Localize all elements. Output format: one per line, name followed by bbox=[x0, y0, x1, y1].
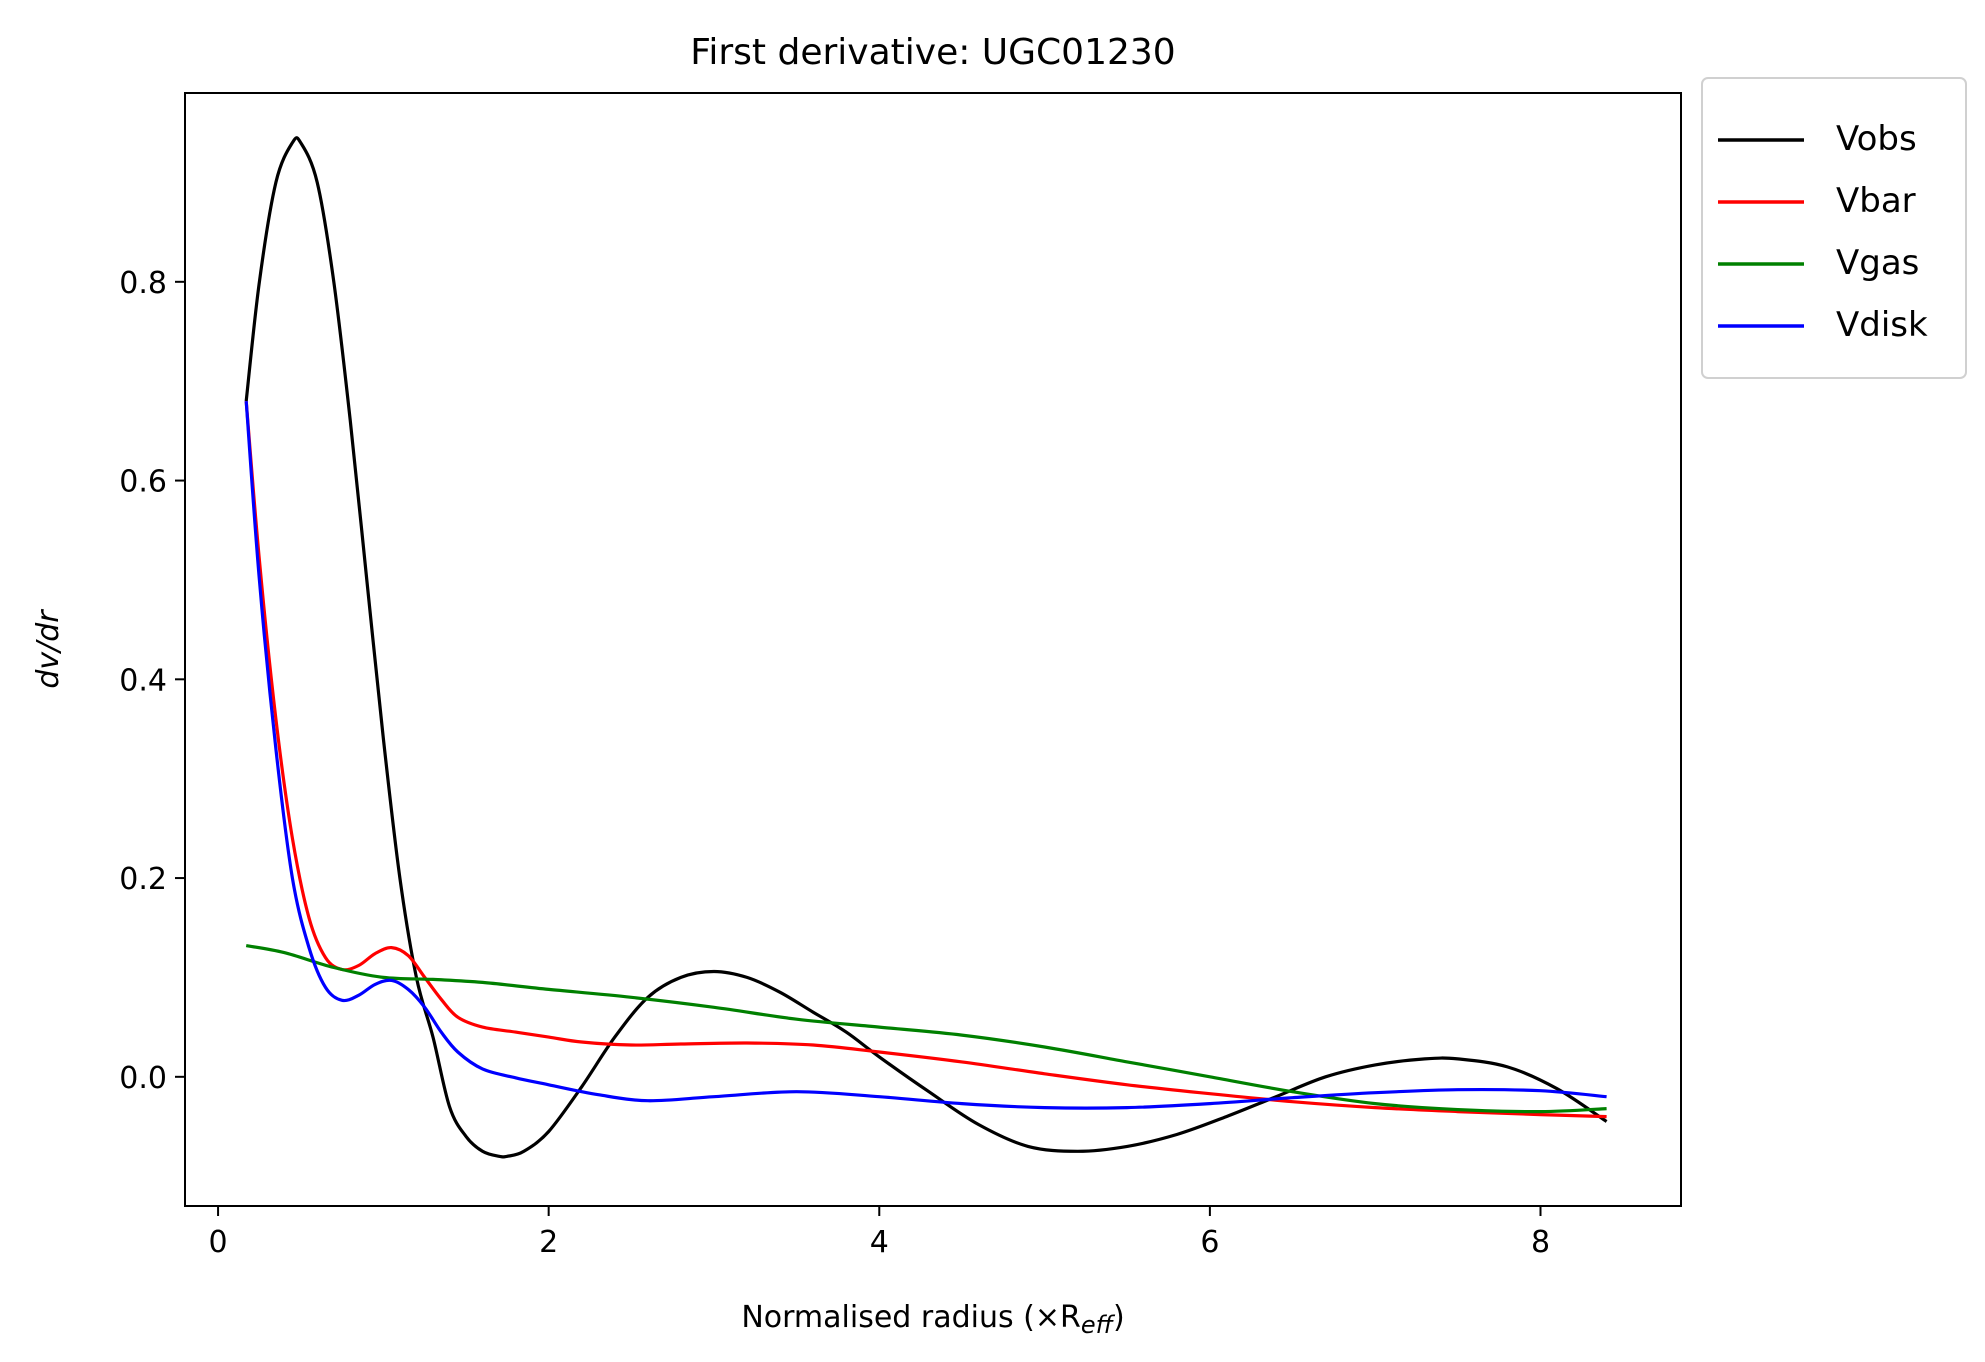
y-axis-label: dv/dr bbox=[31, 609, 66, 689]
x-axis-label: Normalised radius (×Reff) bbox=[741, 1300, 1124, 1339]
legend-label-vobs: Vobs bbox=[1836, 119, 1917, 159]
legend-label-vdisk: Vdisk bbox=[1836, 305, 1928, 345]
x-tick-label: 2 bbox=[539, 1225, 558, 1260]
x-axis: 0 2 4 6 8 bbox=[209, 1206, 1550, 1260]
y-tick-label: 0.8 bbox=[119, 266, 167, 301]
legend-frame bbox=[1701, 77, 1967, 379]
legend-label-vbar: Vbar bbox=[1836, 181, 1916, 221]
y-tick-label: 0.4 bbox=[119, 663, 167, 698]
x-tick-label: 6 bbox=[1200, 1225, 1219, 1260]
y-tick-label: 0.0 bbox=[119, 1061, 167, 1096]
y-tick-label: 0.6 bbox=[119, 465, 167, 500]
series-line-vgas bbox=[245, 944, 1607, 1114]
y-tick-label: 0.2 bbox=[119, 862, 167, 897]
series-line-vbar bbox=[244, 400, 1607, 1119]
series-layer bbox=[244, 136, 1608, 1159]
chart-title: First derivative: UGC01230 bbox=[690, 32, 1175, 73]
x-tick-label: 8 bbox=[1531, 1225, 1550, 1260]
y-axis: 0.0 0.2 0.4 0.6 0.8 bbox=[119, 266, 185, 1096]
x-tick-label: 0 bbox=[209, 1225, 228, 1260]
plot-frame bbox=[184, 92, 1682, 1207]
series-line-vobs bbox=[244, 136, 1608, 1159]
series-line-vdisk bbox=[244, 400, 1607, 1110]
x-tick-label: 4 bbox=[870, 1225, 889, 1260]
legend: Vobs Vbar Vgas Vdisk bbox=[1701, 77, 1967, 379]
legend-label-vgas: Vgas bbox=[1836, 243, 1919, 283]
